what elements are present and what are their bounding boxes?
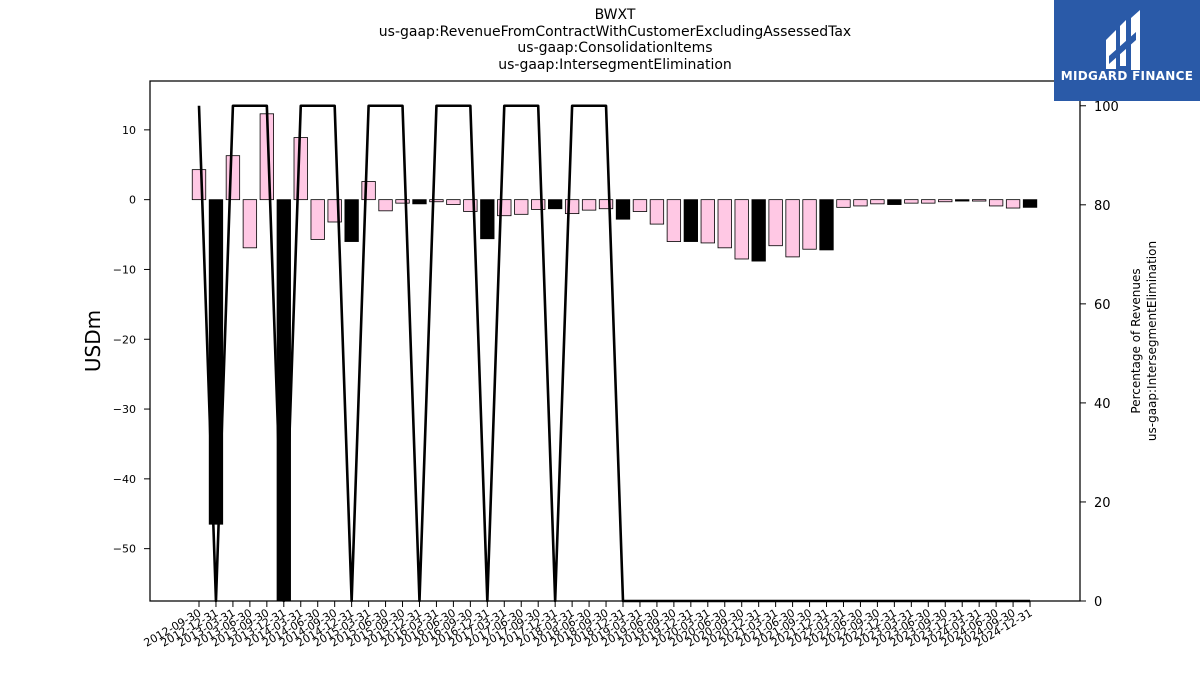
bar-2023-06-30 [921, 199, 936, 204]
bar-2020-03-31 [700, 199, 715, 244]
y-tick-label: −10 [113, 263, 136, 276]
bar-2023-03-31 [904, 199, 919, 204]
bar-2015-09-30 [395, 199, 410, 204]
bar-2012-09-30 [191, 169, 207, 201]
bar-2020-12-31 [751, 199, 766, 262]
bar-2020-09-30 [734, 199, 749, 260]
bar-2013-06-30 [242, 199, 258, 249]
bar-2016-03-31 [429, 199, 444, 203]
chart-title-line-2: us-gaap:RevenueFromContractWithCustomerE… [378, 23, 852, 40]
bar-2017-06-30 [514, 199, 529, 215]
bar-2022-09-30 [870, 199, 885, 205]
bar-2013-03-31 [225, 155, 241, 201]
bar-2024-03-31 [972, 199, 987, 202]
bar-2022-06-30 [853, 199, 868, 207]
logo-mark-icon [1106, 10, 1140, 70]
bar-2017-12-31 [548, 199, 563, 210]
bar-2018-09-30 [598, 199, 614, 210]
bar-2021-06-30 [785, 199, 800, 258]
right-axis-ticks: 0 20 40 60 80 100 [1080, 100, 1119, 610]
bar-2021-12-31 [819, 199, 834, 251]
y-tick-label: −40 [113, 473, 136, 486]
bar-2024-09-30 [1005, 199, 1021, 209]
bar-2016-06-30 [446, 199, 461, 205]
bar-2017-09-30 [531, 199, 546, 210]
y2-tick-label: 20 [1094, 496, 1111, 511]
y2-axis-label-line-1: Percentage of Revenues [1129, 268, 1143, 413]
bar-2019-09-30 [666, 199, 682, 242]
bar-2018-06-30 [581, 199, 597, 211]
bar-2021-03-31 [768, 199, 783, 247]
y2-tick-label: 40 [1094, 397, 1111, 412]
bar-2016-12-31 [480, 199, 495, 240]
bar-2015-12-31 [412, 199, 427, 205]
bar-2021-09-30 [802, 199, 817, 250]
percentage-line [197, 104, 1031, 603]
bar-2022-12-31 [887, 199, 902, 205]
y-tick-label: −50 [113, 543, 136, 556]
bar-2013-12-31 [276, 199, 291, 602]
y-tick-label: −30 [113, 403, 136, 416]
bar-2019-03-31 [632, 199, 648, 212]
bar-2014-12-31 [344, 199, 359, 242]
chart-title-line-4: us-gaap:IntersegmentElimination [498, 56, 732, 73]
bar-2015-03-31 [361, 181, 376, 201]
bar-2014-03-31 [293, 137, 308, 201]
bar-2018-12-31 [615, 199, 631, 220]
y-tick-label: 0 [129, 194, 136, 207]
y2-tick-label: 80 [1094, 199, 1111, 214]
left-axis-ticks: 10 0 −10 −20 −30 −40 −50 [113, 124, 150, 556]
bar-2016-09-30 [463, 199, 478, 212]
bar-2019-06-30 [649, 199, 665, 225]
logo-text: MIDGARD FINANCE [1060, 69, 1194, 83]
percentage-line-series [197, 104, 1031, 603]
y2-axis-label-line-2: us-gaap:IntersegmentElimination [1145, 241, 1159, 441]
bar-2012-12-31 [208, 199, 224, 525]
chart-title-line-3: us-gaap:ConsolidationItems [517, 40, 713, 56]
bar-2023-12-31 [955, 199, 970, 202]
y-tick-label: 10 [122, 124, 136, 137]
y2-tick-label: 60 [1094, 298, 1111, 313]
bar-2014-06-30 [310, 199, 325, 240]
bar-2024-12-31 [1022, 199, 1038, 208]
bar-2020-06-30 [717, 199, 732, 249]
x-axis-ticks: 2012-09-302012-12-312013-03-312013-06-30… [142, 601, 1035, 650]
plot-area-frame [149, 80, 1081, 602]
bar-2024-06-30 [988, 199, 1004, 207]
chart-title-line-1: BWXT [594, 7, 636, 23]
y-tick-label: −20 [113, 333, 136, 346]
bar-2019-12-31 [683, 199, 698, 242]
midgard-finance-logo: MIDGARD FINANCE [1054, 0, 1200, 101]
bar-2015-06-30 [378, 199, 393, 212]
y-axis-label: USDm [81, 310, 105, 372]
y2-tick-label: 100 [1094, 100, 1119, 115]
y2-tick-label: 0 [1094, 595, 1102, 610]
bar-2022-03-31 [836, 199, 851, 208]
bar-2023-09-30 [938, 199, 953, 203]
